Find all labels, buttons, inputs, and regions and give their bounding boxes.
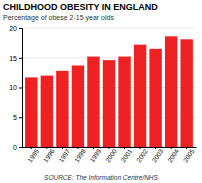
tick-mark	[62, 147, 63, 149]
grid	[22, 28, 196, 147]
tick-mark	[109, 147, 110, 149]
x-tick: 2004	[166, 147, 180, 163]
x-tick: 1996	[42, 147, 56, 163]
bar	[118, 57, 130, 147]
tick-mark	[140, 147, 141, 149]
x-tick: 1997	[57, 147, 71, 163]
y-tick: 0	[13, 144, 22, 151]
tick-label: 2000	[104, 147, 118, 163]
y-axis: 0 5 10 15 20	[9, 25, 22, 151]
annotation: SOURCE: The Information Centre/NHS	[44, 174, 158, 181]
tick-label: 1997	[57, 147, 71, 163]
x-tick: 2001	[119, 147, 133, 163]
tick-mark	[46, 147, 47, 149]
tick-label: 20	[9, 25, 17, 32]
x-tick: 1999	[88, 147, 102, 163]
chart: CHILDHOOD OBESITY IN ENGLAND Percentage o…	[0, 0, 202, 183]
tick-mark	[19, 58, 22, 59]
y-tick: 5	[13, 114, 22, 121]
subtitle: Percentage of obese 2-15 year olds	[3, 14, 114, 22]
bar	[180, 39, 192, 147]
tick-label: 5	[13, 114, 17, 121]
tick-mark	[155, 147, 156, 149]
bar	[41, 76, 53, 147]
tick-label: 1998	[73, 147, 87, 163]
tick-label: 1996	[42, 147, 56, 163]
bar	[25, 77, 37, 147]
axis-domain	[19, 29, 23, 148]
grid-line	[22, 28, 196, 29]
tick-label: 2004	[166, 147, 180, 163]
bar	[72, 65, 84, 147]
tick-mark	[171, 147, 172, 149]
y-tick: 15	[9, 54, 22, 61]
tick-label: 10	[9, 84, 17, 91]
bars	[25, 36, 193, 147]
tick-label: 0	[13, 144, 17, 151]
tick-label: 2005	[182, 147, 196, 163]
tick-mark	[93, 147, 94, 149]
x-tick: 1995	[26, 147, 40, 163]
tick-label: 1999	[88, 147, 102, 163]
y-tick: 20	[9, 25, 22, 32]
x-tick: 2003	[150, 147, 164, 163]
bar	[103, 60, 115, 147]
bar	[134, 45, 146, 147]
x-tick: 2000	[104, 147, 118, 163]
tick-label: 2002	[135, 147, 149, 163]
x-axis: 1995199619971998199920002001200220032004…	[23, 147, 197, 163]
tick-mark	[19, 28, 22, 29]
tick-label: 15	[9, 54, 17, 61]
tick-label: 2001	[119, 147, 133, 163]
tick-mark	[19, 88, 22, 89]
tick-mark	[124, 147, 125, 149]
x-tick: 2002	[135, 147, 149, 163]
title: CHILDHOOD OBESITY IN ENGLAND	[3, 2, 158, 12]
tick-mark	[19, 117, 22, 118]
tick-mark	[186, 147, 187, 149]
tick-mark	[77, 147, 78, 149]
tick-mark	[19, 147, 22, 148]
bar	[165, 36, 177, 147]
y-tick: 10	[9, 84, 22, 91]
tick-label: 2003	[150, 147, 164, 163]
bar	[56, 71, 68, 147]
plot: 0 5 10 15 20 19951996199719981999200020012002…	[9, 25, 196, 164]
tick-mark	[31, 147, 32, 149]
x-tick: 2005	[182, 147, 196, 163]
tick-label: 1995	[26, 147, 40, 163]
bar	[149, 49, 161, 147]
x-tick: 1998	[73, 147, 87, 163]
bar	[87, 57, 99, 147]
